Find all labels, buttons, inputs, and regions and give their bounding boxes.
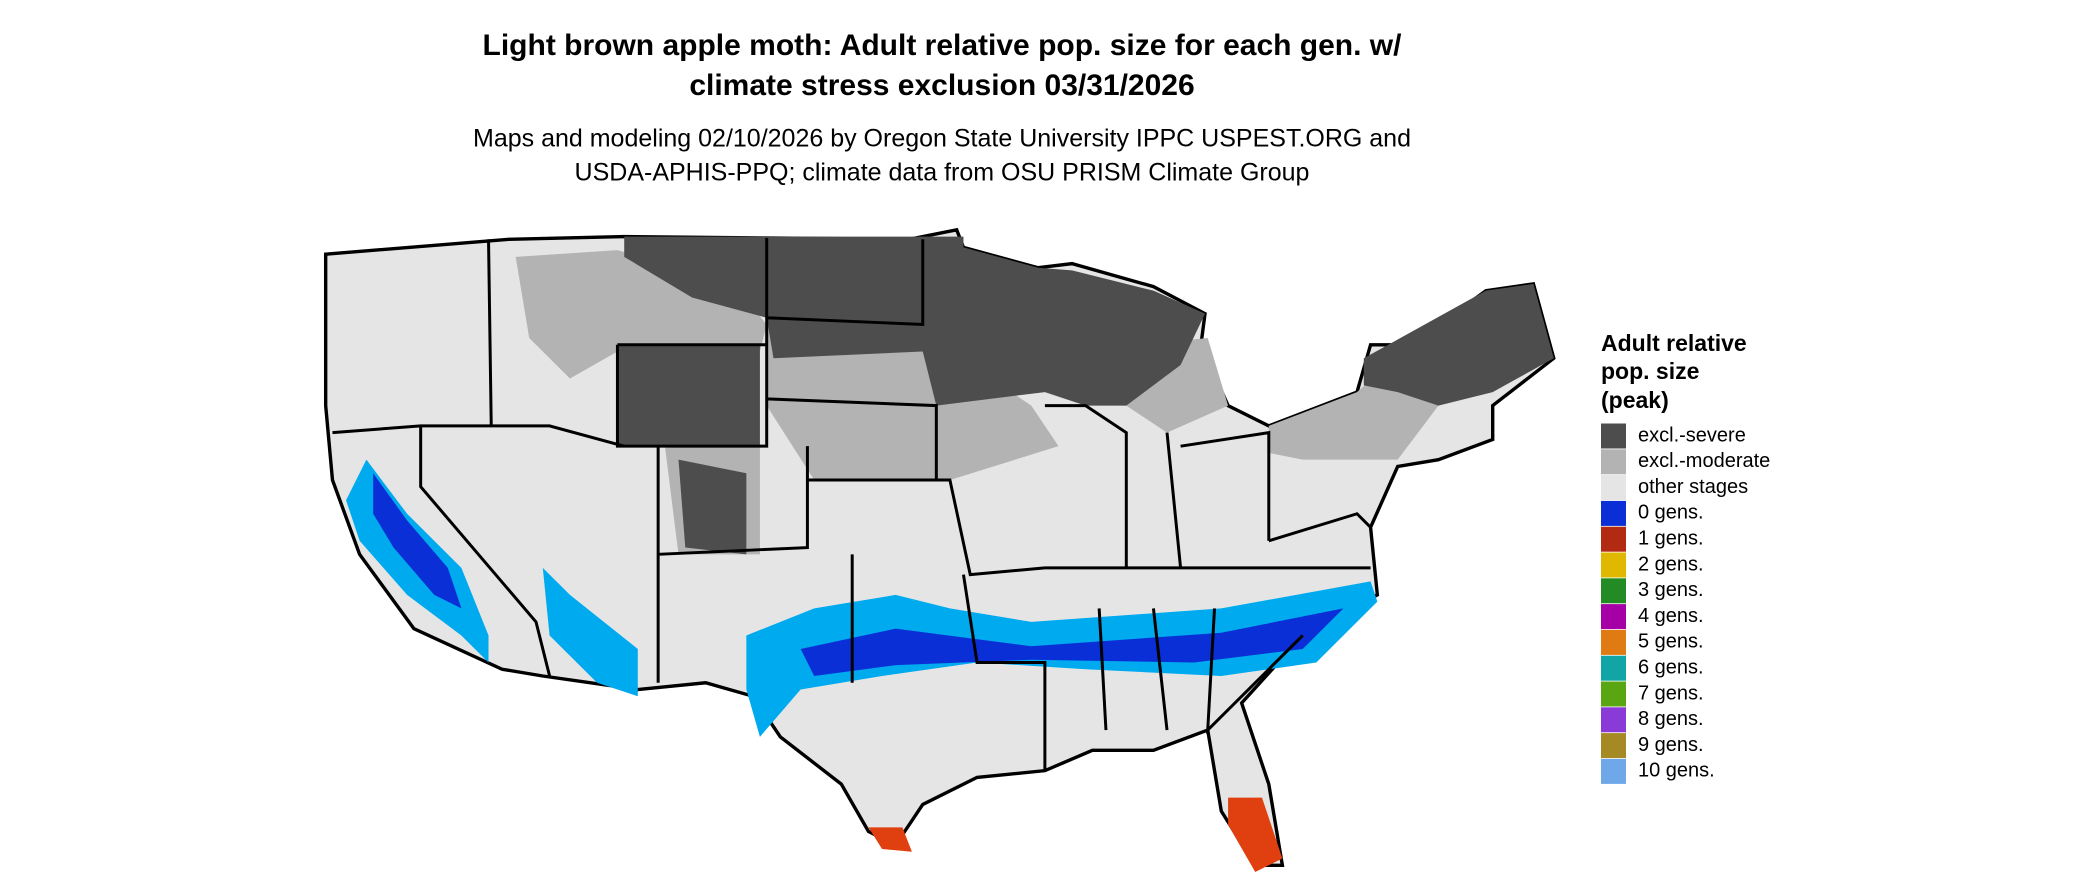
legend-label: 10 gens. [1638, 760, 1715, 782]
legend-label: 4 gens. [1638, 605, 1704, 627]
legend-label: 6 gens. [1638, 656, 1704, 678]
legend-swatch [1601, 578, 1626, 604]
legend-swatch [1601, 707, 1626, 733]
subtitle: Maps and modeling 02/10/2026 by Oregon S… [473, 125, 1411, 153]
legend-label: 7 gens. [1638, 682, 1704, 704]
legend-label: 0 gens. [1638, 502, 1704, 524]
legend-swatch [1601, 475, 1626, 501]
title: Light brown apple moth: Adult relative p… [483, 29, 1403, 62]
subtitle: USDA-APHIS-PPQ; climate data from OSU PR… [575, 159, 1310, 187]
legend-swatch [1601, 681, 1626, 707]
region-1-gens [868, 797, 1283, 873]
legend-label: 2 gens. [1638, 553, 1704, 575]
legend-swatch [1601, 449, 1626, 475]
legend-swatch [1601, 733, 1626, 759]
legend-title: (peak) [1601, 387, 1669, 413]
legend-swatch [1601, 552, 1626, 578]
legend-swatch [1601, 604, 1626, 630]
legend-title: pop. size [1601, 358, 1699, 384]
legend-swatch [1601, 526, 1626, 552]
region-severe [617, 236, 1554, 555]
title: climate stress exclusion 03/31/2026 [689, 69, 1194, 102]
state-borders [332, 237, 1372, 771]
legend-swatch [1601, 655, 1626, 681]
legend-label: 5 gens. [1638, 631, 1704, 653]
legend-label: excl.-severe [1638, 424, 1746, 446]
legend-label: 8 gens. [1638, 708, 1704, 730]
region-0-gens-core [373, 473, 1344, 676]
legend-swatch [1601, 423, 1626, 449]
legend-label: other stages [1638, 476, 1748, 498]
legend-swatch [1601, 500, 1626, 526]
legend-title: Adult relative [1601, 330, 1747, 356]
region-0-gens [346, 459, 1378, 737]
legend-label: 3 gens. [1638, 579, 1704, 601]
legend-label: 1 gens. [1638, 527, 1704, 549]
legend-label: excl.-moderate [1638, 450, 1770, 472]
map [323, 227, 1556, 873]
legend-label: 9 gens. [1638, 734, 1704, 756]
legend-swatch [1601, 629, 1626, 655]
legend-swatch [1601, 758, 1626, 784]
